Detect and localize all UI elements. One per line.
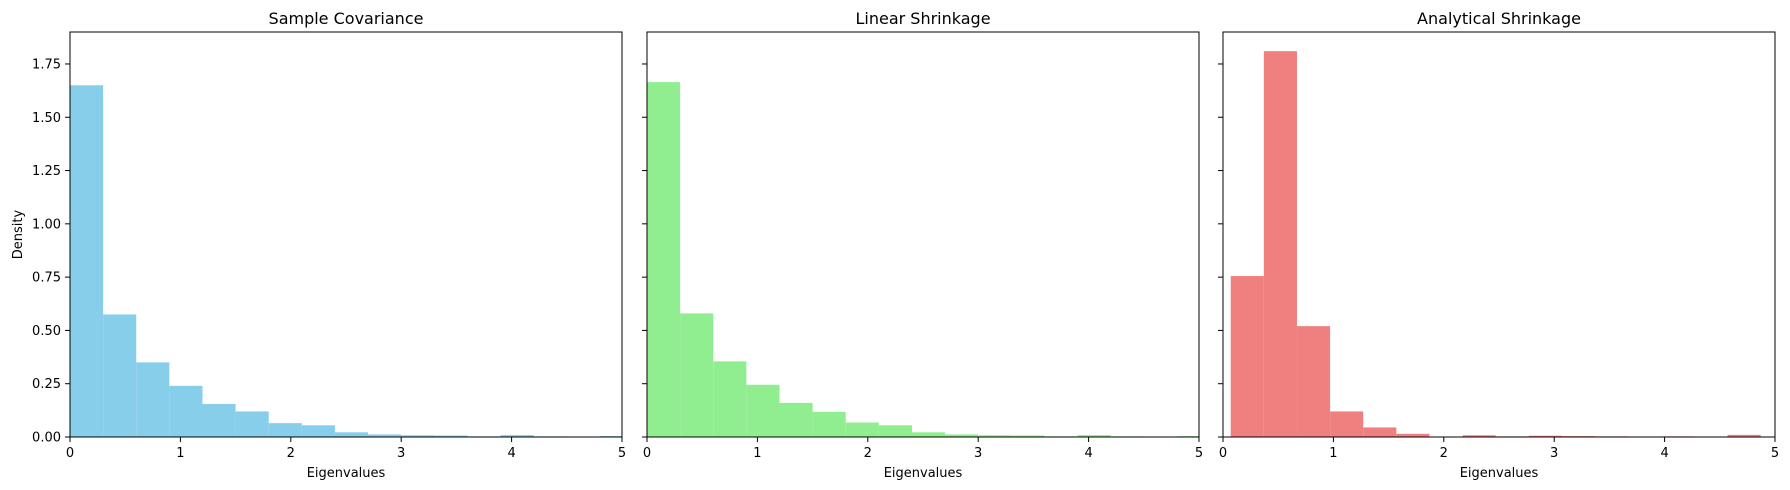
histogram-bar <box>1727 434 1761 437</box>
histogram-bar <box>1230 276 1264 437</box>
histogram-bar <box>103 314 137 437</box>
chart-panel-1: 0 1 2 3 4 5 0.00 0.25 0.50 0.75 1.00 1.25 1.50 1.75 Sa… <box>11 9 626 481</box>
histogram-bar <box>368 434 402 437</box>
histogram-bar <box>334 432 369 437</box>
histogram-bar <box>268 423 302 437</box>
x-tick-label: 5 <box>1771 446 1779 461</box>
x-tick-label: 0 <box>643 446 651 461</box>
y-tick-label: 0.50 <box>32 324 61 339</box>
histogram-bar <box>1396 433 1430 437</box>
x-tick-label: 5 <box>618 446 626 461</box>
histogram-bar <box>500 435 534 437</box>
panels-group: 0 1 2 3 4 5 0.00 0.25 0.50 0.75 1.00 1.25 1.50 1.75 Sa… <box>11 9 1779 481</box>
x-tick-label: 3 <box>397 446 405 461</box>
x-tick-label: 1 <box>753 446 761 461</box>
chart-title: Linear Shrinkage <box>855 9 990 28</box>
histogram-bar <box>878 425 912 437</box>
histogram-bar <box>1363 427 1397 437</box>
histogram-bar <box>1263 51 1297 438</box>
y-tick-label: 0.00 <box>32 431 61 446</box>
x-tick-label: 4 <box>1084 446 1092 461</box>
histogram-bar <box>713 361 747 437</box>
y-tick-label: 1.00 <box>32 217 61 232</box>
x-axis-label: Eigenvalues <box>884 466 963 481</box>
histogram-bar <box>1528 435 1562 437</box>
histogram-bar <box>70 85 104 437</box>
histogram-bar <box>169 385 203 437</box>
histogram-bar <box>1296 326 1331 437</box>
histogram-bar <box>401 435 435 437</box>
histogram-bar <box>434 435 468 437</box>
axes-frame <box>646 31 1200 438</box>
y-axis-label: Density <box>11 209 26 259</box>
x-tick-label: 1 <box>1329 446 1337 461</box>
histogram-bar <box>680 313 714 437</box>
histogram-bar <box>1077 435 1111 437</box>
chart-title: Sample Covariance <box>269 9 424 28</box>
chart-panel-2: 0 1 2 3 4 5 Linear Shrinkage Eigenvalues <box>642 9 1203 481</box>
y-tick-label: 0.25 <box>32 377 61 392</box>
y-tick-label: 1.50 <box>32 111 61 126</box>
histogram-bar <box>911 432 946 437</box>
axes-frame <box>1222 31 1776 438</box>
histogram-bar <box>779 402 813 437</box>
x-tick-label: 4 <box>1660 446 1668 461</box>
histogram-bar <box>136 362 170 437</box>
axes-frame <box>69 31 623 438</box>
histogram-bar <box>301 425 335 437</box>
y-tick-label: 1.25 <box>32 164 61 179</box>
histogram-bar <box>647 82 681 437</box>
x-tick-label: 4 <box>507 446 515 461</box>
y-tick-label: 0.75 <box>32 271 61 286</box>
x-tick-label: 1 <box>176 446 184 461</box>
x-tick-label: 5 <box>1195 446 1203 461</box>
histogram-bar <box>978 435 1012 437</box>
histogram-bar <box>1011 435 1045 437</box>
x-tick-label: 0 <box>66 446 74 461</box>
histogram-bar <box>812 411 846 437</box>
histogram-bar <box>945 434 979 437</box>
x-tick-label: 2 <box>287 446 295 461</box>
histogram-bar <box>845 422 879 437</box>
x-axis-label: Eigenvalues <box>1460 466 1539 481</box>
x-tick-label: 2 <box>1440 446 1448 461</box>
histogram-bar <box>235 411 269 437</box>
y-tick-label: 1.75 <box>32 57 61 72</box>
histogram-bar <box>1330 411 1364 437</box>
histogram-bar <box>202 403 236 437</box>
chart-title: Analytical Shrinkage <box>1417 9 1581 28</box>
x-tick-label: 2 <box>864 446 872 461</box>
x-axis-label: Eigenvalues <box>307 466 386 481</box>
histogram-bar <box>1462 435 1496 437</box>
histogram-bar <box>746 384 780 437</box>
x-tick-label: 3 <box>1550 446 1558 461</box>
x-tick-label: 0 <box>1219 446 1227 461</box>
chart-panel-3: 0 1 2 3 4 5 Analytical Shrinkage Eigenvalues <box>1218 9 1779 481</box>
x-tick-label: 3 <box>974 446 982 461</box>
